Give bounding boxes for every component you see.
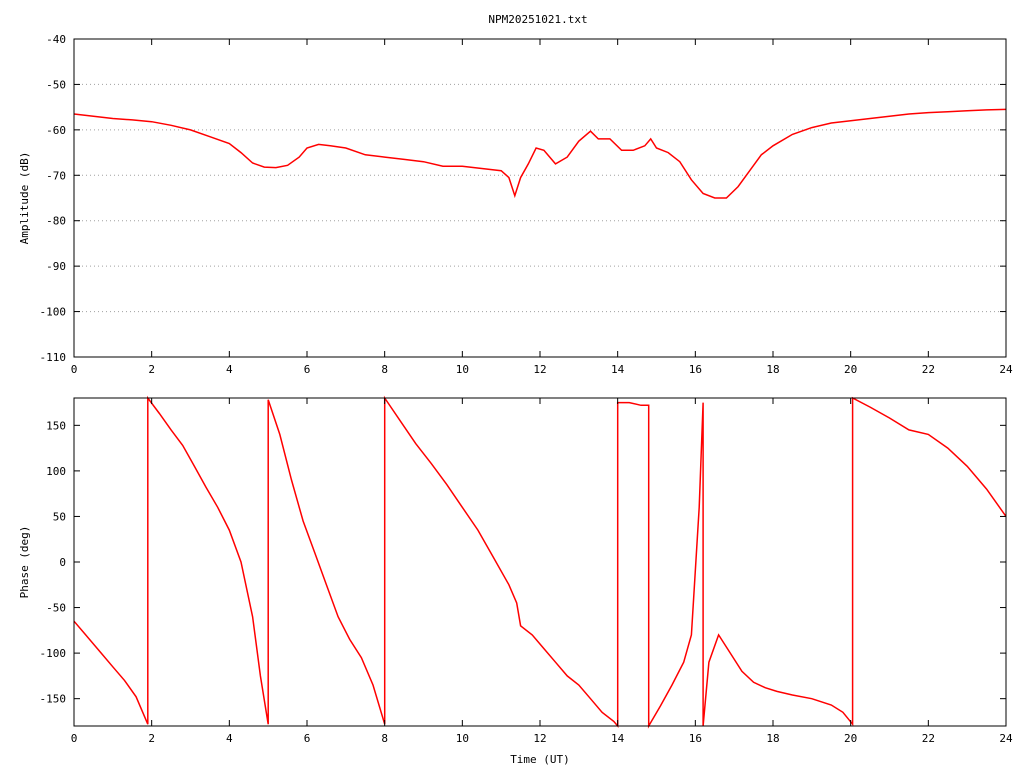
amplitude-x-tick-label: 6 <box>304 363 311 376</box>
amplitude-x-tick-label: 2 <box>148 363 155 376</box>
amplitude-x-tick-label: 14 <box>611 363 625 376</box>
phase-trace <box>73 395 1007 729</box>
chart-title: NPM20251021.txt <box>488 13 587 26</box>
amplitude-y-tick-label: -70 <box>46 169 66 182</box>
phase-x-axis-label: Time (UT) <box>510 753 570 766</box>
phase-y-tick-label: -50 <box>46 602 66 615</box>
phase-x-tick-label: 24 <box>999 732 1013 745</box>
phase-y-tick-label: 0 <box>59 556 66 569</box>
phase-x-tick-label: 10 <box>456 732 469 745</box>
amplitude-panel: 0 2 4 6 8 10 12 14 16 18 20 22 24-110-100-90-80-70-6… <box>18 33 1013 376</box>
amplitude-ticks: 0 2 4 6 8 10 12 14 16 18 20 22 24-110-100-90-80-70-6… <box>40 33 1013 376</box>
phase-x-tick-label: 12 <box>533 732 546 745</box>
amplitude-y-tick-label: -90 <box>46 260 66 273</box>
amplitude-x-tick-label: 4 <box>226 363 233 376</box>
amplitude-grid <box>74 83 1006 313</box>
phase-x-tick-label: 16 <box>689 732 702 745</box>
amplitude-y-tick-label: -50 <box>46 78 66 91</box>
phase-x-tick-label: 14 <box>611 732 625 745</box>
amplitude-y-tick-label: -60 <box>46 124 66 137</box>
phase-ticks: 0 2 4 6 8 10 12 14 16 18 20 22 24-150-100-5005010015… <box>40 398 1013 745</box>
amplitude-y-tick-label: -100 <box>40 306 67 319</box>
amplitude-x-tick-label: 16 <box>689 363 702 376</box>
amplitude-y-axis-label: Amplitude (dB) <box>18 152 31 245</box>
phase-x-tick-label: 8 <box>381 732 388 745</box>
phase-x-tick-label: 22 <box>922 732 935 745</box>
phase-x-tick-label: 18 <box>766 732 779 745</box>
phase-x-tick-label: 6 <box>304 732 311 745</box>
amplitude-plot-frame <box>73 38 1007 358</box>
amplitude-x-tick-label: 12 <box>533 363 546 376</box>
amplitude-x-tick-label: 10 <box>456 363 469 376</box>
phase-x-tick-label: 4 <box>226 732 233 745</box>
amplitude-x-tick-label: 22 <box>922 363 935 376</box>
phase-y-tick-label: 150 <box>46 419 66 432</box>
amplitude-x-tick-label: 8 <box>381 363 388 376</box>
phase-panel: 0 2 4 6 8 10 12 14 16 18 20 22 24-150-100-5005010015… <box>18 395 1013 766</box>
phase-y-tick-label: 50 <box>53 510 66 523</box>
phase-y-axis-label: Phase (deg) <box>18 526 31 599</box>
amplitude-trace <box>73 108 1007 199</box>
amplitude-x-tick-label: 0 <box>71 363 78 376</box>
phase-y-tick-label: -150 <box>40 693 67 706</box>
amplitude-y-tick-label: -40 <box>46 33 66 46</box>
amplitude-x-tick-label: 18 <box>766 363 779 376</box>
phase-y-tick-label: -100 <box>40 647 67 660</box>
phase-x-tick-label: 20 <box>844 732 857 745</box>
phase-x-tick-label: 0 <box>71 732 78 745</box>
phase-y-tick-label: 100 <box>46 465 66 478</box>
amplitude-x-tick-label: 24 <box>999 363 1013 376</box>
amplitude-y-tick-label: -80 <box>46 215 66 228</box>
phase-x-tick-label: 2 <box>148 732 155 745</box>
amplitude-y-tick-label: -110 <box>40 351 67 364</box>
amplitude-x-tick-label: 20 <box>844 363 857 376</box>
phase-plot-frame <box>73 397 1007 727</box>
